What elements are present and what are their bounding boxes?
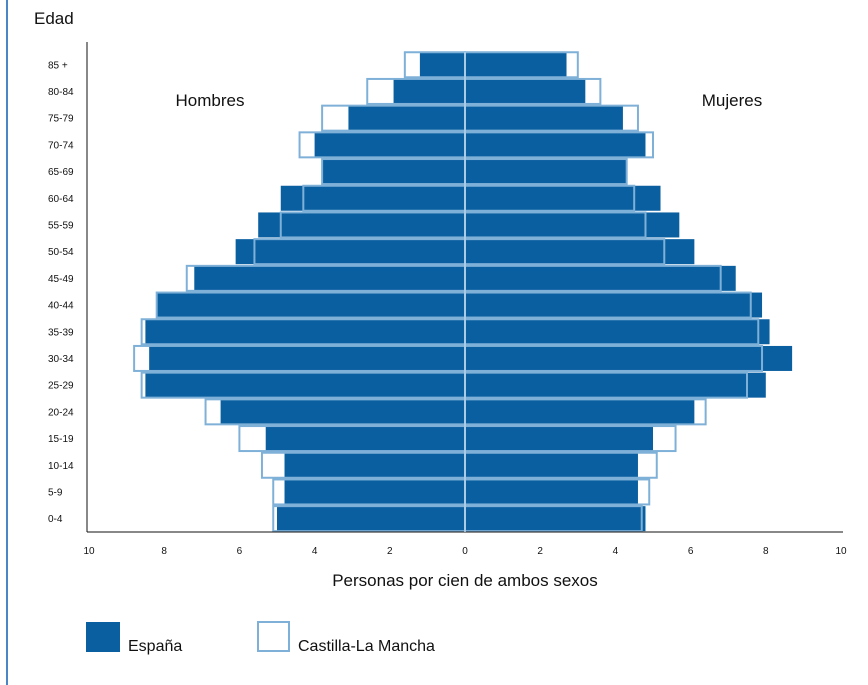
bar-espana-hombres-75-79: [348, 105, 465, 131]
bar-espana-hombres-80-84: [393, 78, 465, 104]
bar-espana-mujeres-20-24: [465, 399, 695, 425]
bar-espana-mujeres-10-14: [465, 452, 638, 478]
age-label-20-24: 20-24: [48, 407, 74, 418]
bar-espana-hombres-85: [419, 52, 465, 78]
bar-espana-mujeres-55-59: [465, 212, 680, 238]
bar-espana-hombres-15-19: [265, 426, 465, 452]
bar-espana-mujeres-70-74: [465, 132, 646, 158]
series-espana-bars: [145, 52, 793, 532]
bar-espana-mujeres-85: [465, 52, 567, 78]
bar-espana-hombres-10-14: [284, 452, 465, 478]
age-label-40-44: 40-44: [48, 301, 74, 312]
x-tick-label-0: 10: [83, 546, 95, 557]
bar-espana-mujeres-60-64: [465, 185, 661, 211]
age-label-25-29: 25-29: [48, 381, 74, 392]
bar-espana-hombres-60-64: [280, 185, 465, 211]
legend-label-castilla-la-mancha: Castilla-La Mancha: [298, 638, 435, 655]
age-label-65-69: 65-69: [48, 167, 74, 178]
bar-espana-mujeres-30-34: [465, 345, 793, 371]
bar-espana-mujeres-35-39: [465, 319, 770, 345]
bar-espana-hombres-20-24: [220, 399, 465, 425]
bar-espana-hombres-35-39: [145, 319, 465, 345]
bar-espana-mujeres-15-19: [465, 426, 653, 452]
bar-espana-mujeres-45-49: [465, 265, 736, 291]
age-label-80-84: 80-84: [48, 87, 74, 98]
side-label-mujeres: Mujeres: [702, 91, 762, 110]
bar-espana-hombres-5-9: [284, 479, 465, 505]
age-label-15-19: 15-19: [48, 434, 74, 445]
bar-espana-hombres-40-44: [156, 292, 465, 318]
left-margin-rule: [6, 0, 8, 685]
age-label-5-9: 5-9: [48, 487, 63, 498]
legend: España Castilla-La Mancha: [86, 621, 435, 655]
bar-espana-hombres-55-59: [258, 212, 465, 238]
x-axis-title: Personas por cien de ambos sexos: [332, 571, 598, 590]
age-label-60-64: 60-64: [48, 194, 74, 205]
x-tick-label-2: 6: [237, 546, 243, 557]
age-label-0-4: 0-4: [48, 514, 63, 525]
bar-espana-mujeres-80-84: [465, 78, 586, 104]
x-tick-label-4: 2: [387, 546, 393, 557]
legend-swatch-espana: [86, 622, 120, 652]
legend-label-espana: España: [128, 638, 182, 655]
x-tick-label-9: 8: [763, 546, 769, 557]
age-label-75-79: 75-79: [48, 114, 74, 125]
legend-swatch-castilla-la-mancha: [257, 621, 290, 652]
bar-espana-hombres-0-4: [277, 506, 465, 532]
bar-espana-mujeres-50-54: [465, 239, 695, 265]
side-label-hombres: Hombres: [176, 91, 245, 110]
bar-espana-mujeres-65-69: [465, 159, 627, 185]
bar-espana-hombres-25-29: [145, 372, 465, 398]
age-label-30-34: 30-34: [48, 354, 74, 365]
y-axis-title: Edad: [34, 9, 74, 28]
axes: [86, 42, 843, 533]
bar-espana-hombres-50-54: [235, 239, 465, 265]
age-label-55-59: 55-59: [48, 220, 74, 231]
x-tick-label-6: 2: [537, 546, 543, 557]
bar-espana-hombres-30-34: [149, 345, 465, 371]
age-label-10-14: 10-14: [48, 461, 74, 472]
x-tick-label-10: 10: [835, 546, 847, 557]
x-tick-label-8: 6: [688, 546, 694, 557]
x-tick-label-3: 4: [312, 546, 318, 557]
bar-espana-hombres-45-49: [194, 265, 465, 291]
x-tick-label-5: 0: [462, 546, 468, 557]
age-label-45-49: 45-49: [48, 274, 74, 285]
x-tick-label-1: 8: [161, 546, 167, 557]
bar-espana-mujeres-25-29: [465, 372, 766, 398]
bar-espana-mujeres-75-79: [465, 105, 623, 131]
age-label-85: 85 +: [48, 60, 68, 71]
bar-espana-mujeres-5-9: [465, 479, 638, 505]
x-tick-label-7: 4: [613, 546, 619, 557]
bar-espana-mujeres-40-44: [465, 292, 763, 318]
age-label-35-39: 35-39: [48, 327, 74, 338]
age-label-70-74: 70-74: [48, 140, 74, 151]
age-label-50-54: 50-54: [48, 247, 74, 258]
bar-espana-hombres-65-69: [322, 159, 465, 185]
bar-espana-hombres-70-74: [314, 132, 465, 158]
x-tick-labels: 10 8 6 4 2 0 2 4 6 8 10: [83, 546, 847, 557]
age-group-labels: 0-4 5-9 10-14 15-19 20-24 25-29 30-34 35-39 40-4…: [48, 60, 74, 525]
bar-espana-mujeres-0-4: [465, 506, 646, 532]
